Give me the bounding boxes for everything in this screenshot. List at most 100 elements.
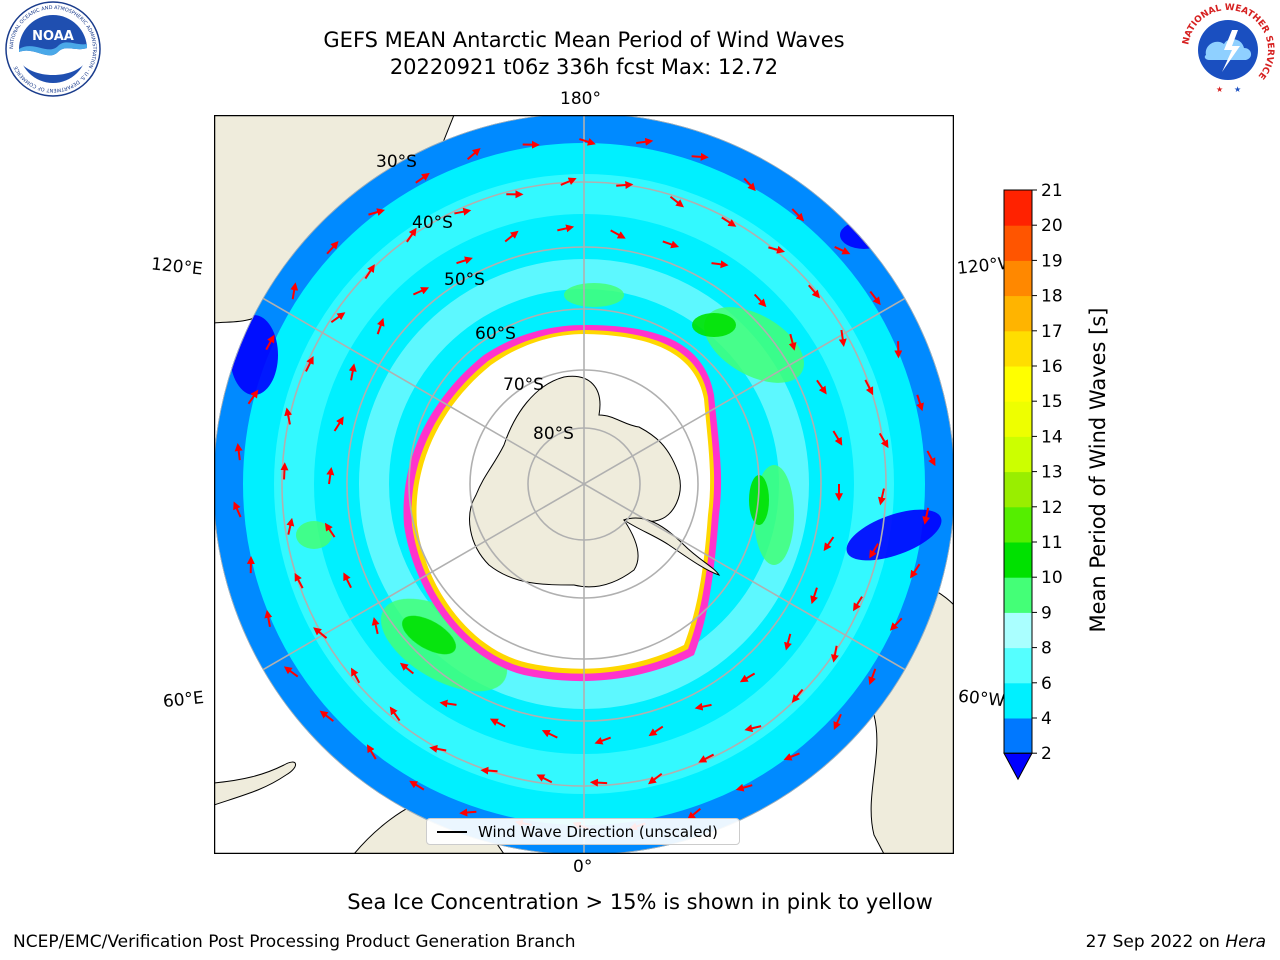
colorbar-segment (1004, 225, 1032, 261)
wind-arrow (557, 224, 575, 233)
wind-arrow (648, 772, 663, 785)
wind-arrow (313, 627, 328, 639)
wind-arrow (922, 507, 931, 525)
wind-arrow (234, 443, 243, 461)
wind-arrow (406, 227, 417, 243)
footer-date: 27 Sep 2022 on Hera (1086, 932, 1266, 952)
wind-arrow (833, 713, 842, 730)
wind-arrow (283, 666, 299, 678)
wind-arrow (687, 808, 702, 820)
colorbar-tick-label: 20 (1041, 216, 1063, 236)
wind-arrow (247, 389, 259, 405)
wind-arrow (330, 312, 346, 324)
wind-arrow (869, 290, 881, 306)
colorbar-segment (1004, 682, 1032, 719)
chart-subtitle: 20220921 t06z 336h fcst Max: 12.72 (389, 55, 779, 79)
lat-label-60s: 60°S (475, 324, 516, 344)
wind-arrow (376, 317, 385, 335)
graticule (214, 115, 954, 854)
lon-label-120e: 120°E (150, 254, 204, 280)
map-legend: Wind Wave Direction (unscaled) (426, 818, 740, 845)
colorbar-segment (1004, 542, 1032, 578)
wind-arrow (319, 710, 334, 722)
wind-arrow (753, 293, 767, 308)
wind-arrow (889, 617, 903, 631)
legend-label: Wind Wave Direction (unscaled) (478, 823, 718, 841)
wind-arrow (698, 753, 715, 763)
lat-label-50s: 50°S (444, 270, 485, 290)
lon-label-180: 180° (560, 89, 601, 109)
wind-arrow (415, 172, 430, 184)
wind-arrow (926, 450, 936, 467)
wind-arrow (783, 752, 800, 761)
wind-arrow (868, 668, 877, 685)
wind-arrow (280, 462, 289, 480)
wind-arrow (439, 699, 457, 708)
noaa-logo-text: NOAA (32, 29, 74, 44)
wind-arrow (456, 256, 473, 265)
wind-arrow (454, 207, 472, 216)
wind-arrow (910, 563, 921, 579)
wind-arrow (409, 780, 425, 791)
wind-arrow (739, 672, 756, 683)
wind-arrow (350, 667, 361, 684)
wind-arrow (694, 702, 712, 711)
lat-label-70s: 70°S (503, 375, 544, 395)
colorbar-tick-label: 16 (1041, 357, 1063, 377)
colorbar-segment (1004, 260, 1032, 297)
wind-arrow (429, 744, 447, 753)
wind-arrow (691, 152, 709, 161)
wind-arrow (324, 522, 336, 538)
colorbar-segment (1004, 612, 1032, 649)
wind-arrow (290, 282, 299, 300)
lon-label-0: 0° (573, 857, 593, 877)
colorbar-segment (1004, 471, 1032, 508)
wind-arrow (466, 147, 481, 160)
wind-arrow (371, 617, 380, 635)
wind-arrow (788, 333, 797, 351)
nws-logo: NATIONAL WEATHER SERVICE ★ ★ (1176, 0, 1280, 100)
wind-arrow (536, 774, 553, 784)
wind-arrow (791, 208, 805, 222)
wind-arrow (368, 208, 386, 216)
wind-arrow (735, 783, 753, 792)
wind-arrow (916, 394, 924, 412)
colorbar-tick-label: 9 (1041, 603, 1052, 623)
wind-arrow (294, 572, 304, 589)
colorbar-tick-label: 15 (1041, 392, 1063, 412)
wind-arrow (264, 609, 273, 627)
colorbar-tick-label: 18 (1041, 287, 1063, 307)
colorbar-tick-label: 14 (1041, 427, 1063, 447)
wind-arrow (744, 724, 762, 733)
colorbar-segment (1004, 436, 1032, 473)
wind-arrow (412, 287, 430, 296)
lon-label-60e: 60°E (162, 687, 205, 713)
colorbar-segment (1004, 577, 1032, 613)
colorbar-segment (1004, 190, 1032, 226)
footer-credit: NCEP/EMC/Verification Post Processing Pr… (13, 932, 576, 952)
colorbar-tick-label: 21 (1041, 182, 1063, 201)
wind-arrow (823, 536, 835, 552)
colorbar-tick-label: 17 (1041, 322, 1063, 342)
wind-arrow (326, 466, 335, 485)
lat-label-40s: 40°S (412, 213, 453, 233)
colorbar-segment (1004, 718, 1032, 754)
colorbar-tick-label: 19 (1041, 251, 1063, 271)
colorbar-tick-label: 6 (1041, 674, 1052, 694)
wind-arrow (711, 260, 729, 269)
wind-arrow (636, 137, 654, 146)
wind-arrow (343, 572, 352, 589)
wind-arrow (489, 718, 506, 728)
legend-line-swatch (437, 831, 467, 833)
wind-arrow (366, 744, 377, 760)
lat-label-80s: 80°S (533, 424, 574, 444)
chart-title: GEFS MEAN Antarctic Mean Period of Wind … (323, 28, 845, 52)
wind-arrow (560, 177, 577, 186)
wind-arrow (616, 181, 634, 190)
wind-arrow (364, 264, 375, 280)
colorbar-tick-label: 11 (1041, 533, 1063, 553)
wind-arrow (807, 284, 820, 299)
wind-arrow (305, 355, 314, 372)
colorbar-segment (1004, 295, 1032, 332)
wind-arrow (504, 230, 519, 243)
